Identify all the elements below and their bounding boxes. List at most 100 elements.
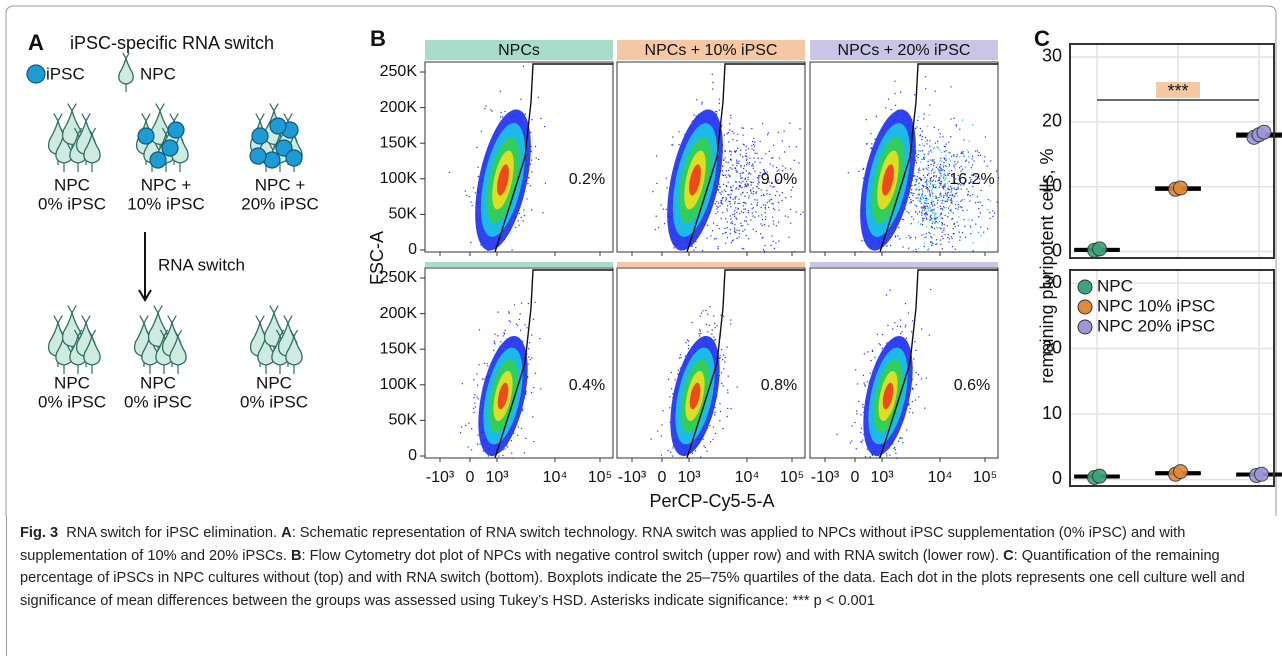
event-dot [754, 199, 755, 200]
event-dot [734, 229, 735, 230]
event-dot [948, 207, 949, 208]
event-dot [734, 213, 735, 214]
event-dot [742, 181, 743, 182]
x-tick-label: 10⁴ [928, 469, 953, 486]
event-dot [528, 356, 529, 357]
event-dot [953, 233, 954, 234]
event-dot [724, 228, 725, 229]
event-dot [922, 196, 923, 197]
event-dot [952, 218, 953, 219]
gate-percent: 0.8% [761, 377, 797, 394]
event-dot [932, 169, 933, 170]
event-dot [977, 202, 978, 203]
event-dot [702, 250, 703, 251]
event-dot [494, 341, 495, 342]
y-tick-label: 0 [1052, 468, 1062, 488]
event-dot [939, 187, 940, 188]
event-dot [521, 302, 522, 303]
event-dot [913, 358, 914, 359]
x-tick-label: -10³ [426, 469, 455, 486]
group-label: NPC [54, 175, 90, 194]
event-dot [961, 189, 962, 190]
event-dot [918, 169, 919, 170]
event-dot [933, 187, 934, 188]
event-dot [900, 319, 901, 320]
event-dot [723, 160, 724, 161]
event-dot [912, 401, 913, 402]
event-dot [934, 228, 935, 229]
event-dot [932, 185, 933, 186]
event-dot [745, 178, 746, 179]
event-dot [751, 184, 752, 185]
event-dot [761, 207, 762, 208]
event-dot [924, 214, 925, 215]
event-dot [471, 449, 472, 450]
event-dot [921, 215, 922, 216]
event-dot [867, 381, 868, 382]
event-dot [714, 238, 715, 239]
event-dot [736, 187, 737, 188]
gate-percent: 0.4% [569, 377, 605, 394]
column-strip [617, 262, 805, 267]
event-dot [749, 162, 750, 163]
event-dot [702, 102, 703, 103]
event-dot [955, 249, 956, 250]
event-dot [946, 177, 947, 178]
legend-label: NPC [1097, 276, 1133, 295]
flow-plot: 16.2% [810, 62, 999, 255]
event-dot [538, 159, 539, 160]
event-dot [732, 214, 733, 215]
event-dot [473, 397, 474, 398]
event-dot [766, 190, 767, 191]
event-dot [972, 219, 973, 220]
event-dot [477, 167, 478, 168]
event-dot [908, 313, 909, 314]
event-dot [940, 185, 941, 186]
event-dot [469, 196, 470, 197]
event-dot [987, 209, 988, 210]
event-dot [923, 179, 924, 180]
event-dot [721, 125, 722, 126]
event-dot [498, 455, 499, 456]
event-dot [468, 446, 469, 447]
ipsc-cell [250, 148, 266, 164]
event-dot [962, 153, 963, 154]
event-dot [929, 146, 930, 147]
event-dot [525, 113, 526, 114]
event-dot [916, 180, 917, 181]
event-dot [776, 225, 777, 226]
event-dot [944, 173, 945, 174]
event-dot [753, 191, 754, 192]
event-dot [721, 372, 722, 373]
event-dot [936, 227, 937, 228]
event-dot [771, 203, 772, 204]
event-dot [910, 199, 911, 200]
y-tick-label: 10 [1042, 403, 1062, 423]
event-dot [949, 205, 950, 206]
event-dot [736, 161, 737, 162]
event-dot [940, 244, 941, 245]
event-dot [980, 235, 981, 236]
event-dot [745, 155, 746, 156]
event-dot [484, 363, 485, 364]
event-dot [720, 186, 721, 187]
event-dot [945, 185, 946, 186]
event-dot [862, 169, 863, 170]
y-tick-label: 50K [389, 412, 418, 429]
event-dot [962, 169, 963, 170]
event-dot [942, 232, 943, 233]
significance: *** [1167, 81, 1188, 101]
event-dot [959, 129, 960, 130]
event-dot [957, 161, 958, 162]
event-dot [938, 129, 939, 130]
event-dot [773, 221, 774, 222]
event-dot [954, 223, 955, 224]
gate-percent: 9.0% [761, 171, 797, 188]
event-dot [942, 200, 943, 201]
event-dot [735, 198, 736, 199]
event-dot [719, 103, 720, 104]
event-dot [854, 422, 855, 423]
event-dot [977, 196, 978, 197]
event-dot [721, 191, 722, 192]
event-dot [748, 148, 749, 149]
